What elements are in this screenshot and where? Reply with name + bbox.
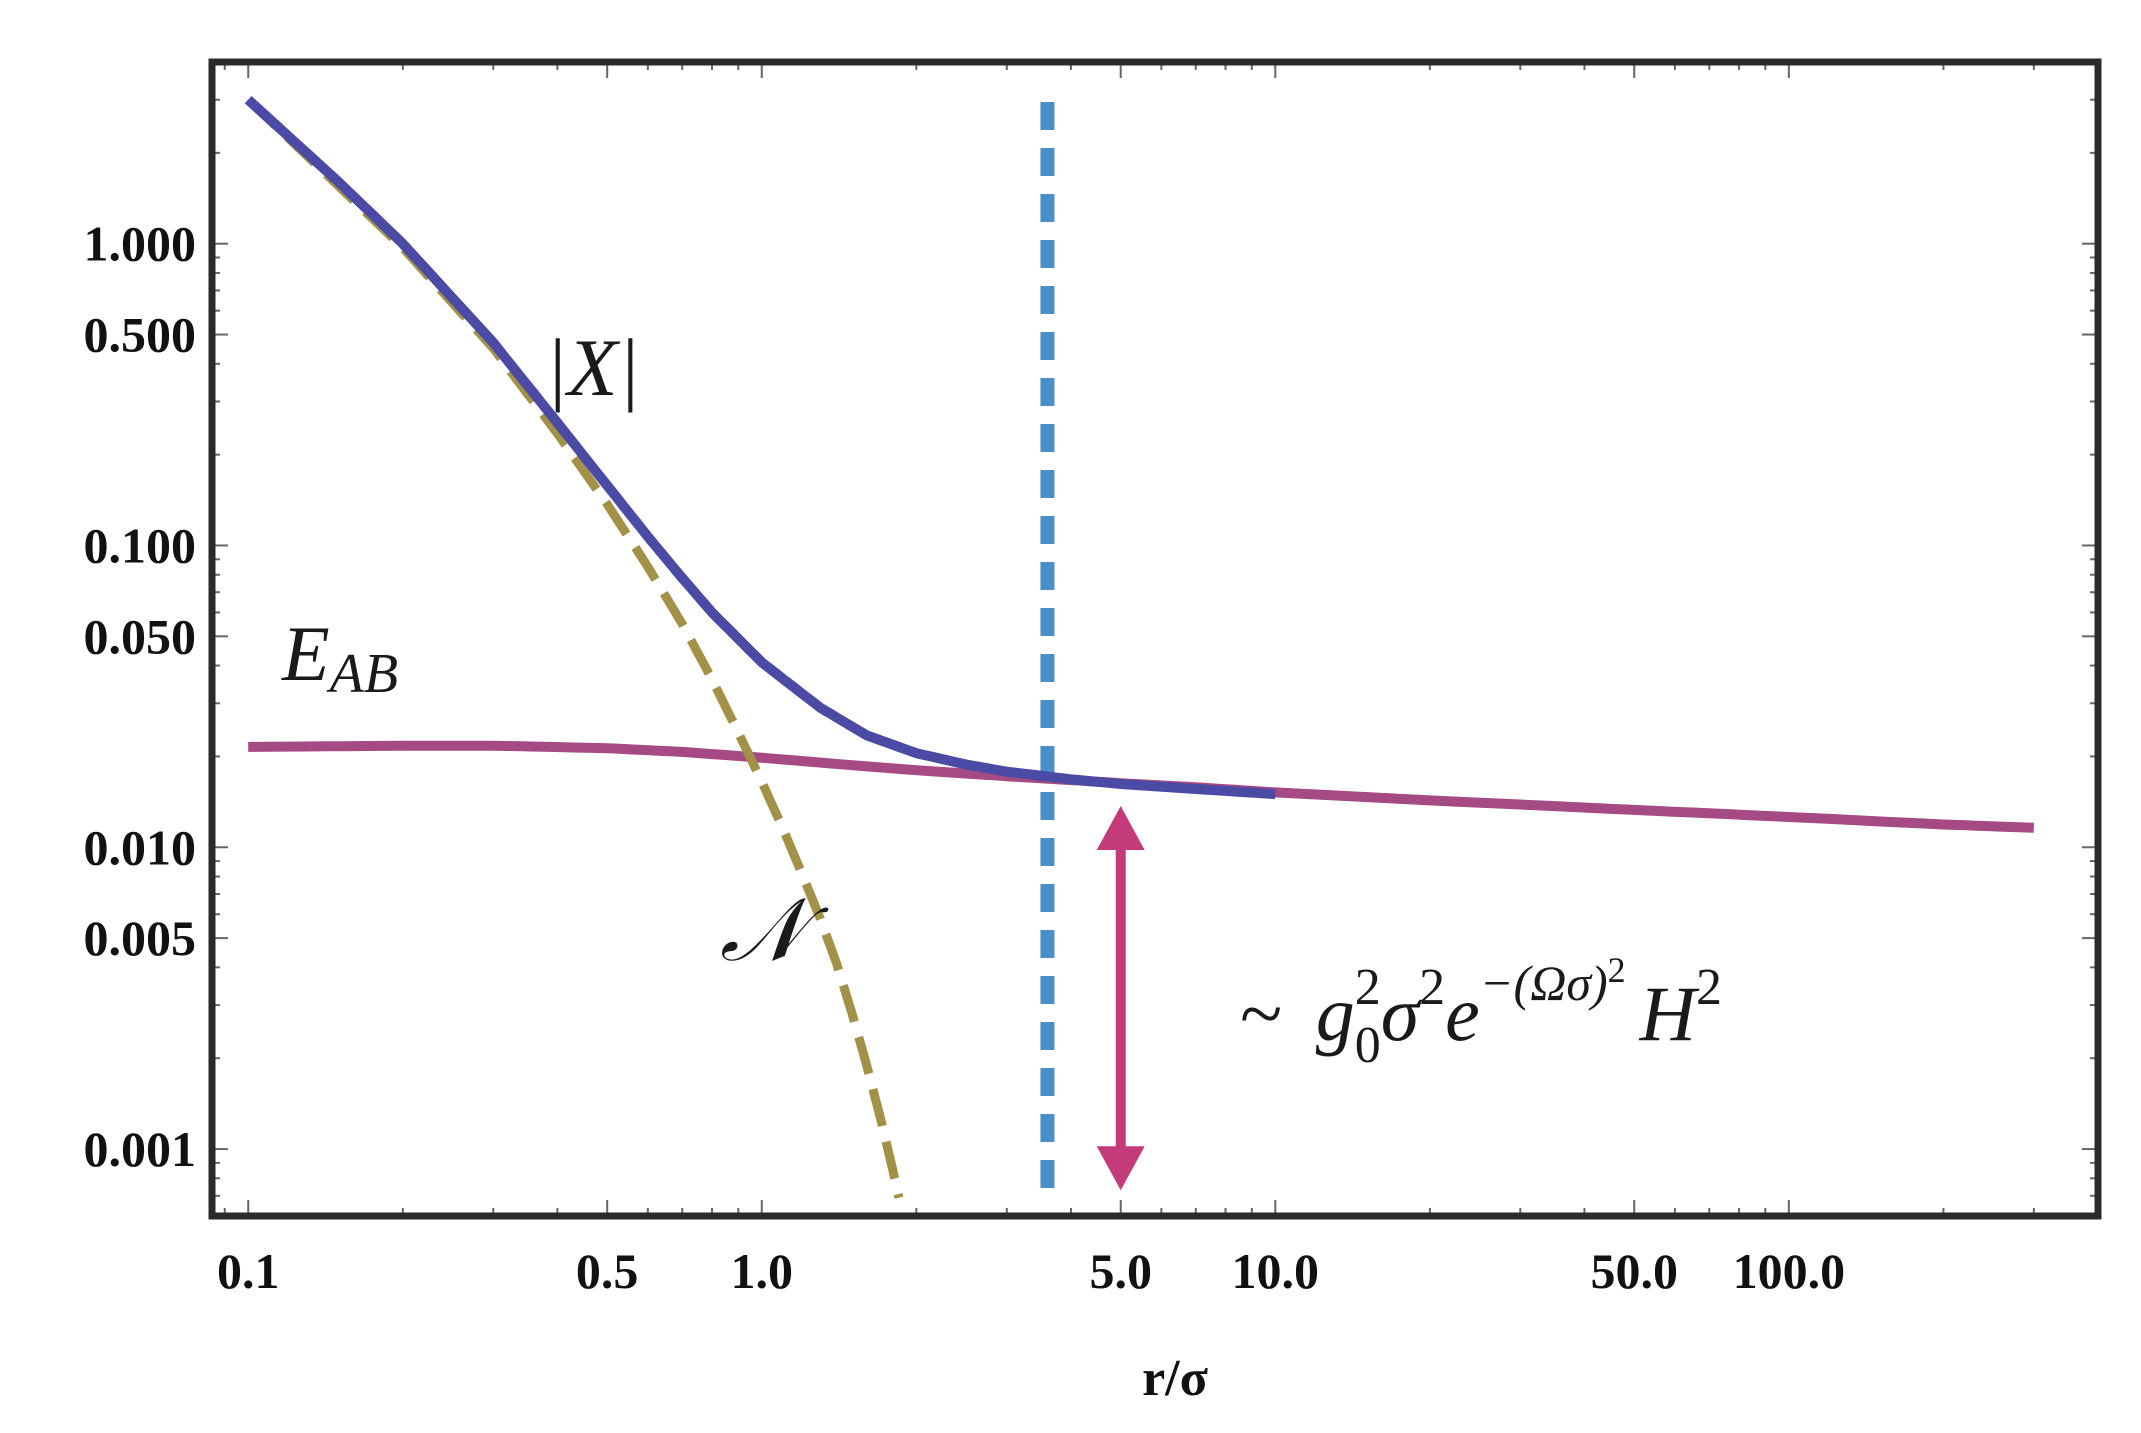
series-line-abs-x xyxy=(244,96,1276,800)
x-tick-label: 1.0 xyxy=(731,1243,794,1299)
eab-sub: AB xyxy=(326,643,398,705)
scaling-g: g xyxy=(1316,970,1355,1057)
x-tick-label: 50.0 xyxy=(1590,1243,1678,1299)
series-group xyxy=(244,96,2034,1199)
series-line-negativity xyxy=(245,96,904,1199)
x-tick-label: 10.0 xyxy=(1232,1243,1320,1299)
y-tick-label: 0.500 xyxy=(84,307,197,363)
annotation-scaling: ~ g2 0σ2e−(Ωσ)2 H2 xyxy=(1240,950,1722,1074)
y-tick-label: 0.001 xyxy=(84,1121,197,1177)
scaling-sigma: σ xyxy=(1381,970,1422,1057)
y-tick-label: 1.000 xyxy=(84,216,197,272)
annotation-eab: EAB xyxy=(281,610,398,705)
eab-main: E xyxy=(281,610,330,697)
tick-labels: 0.1 0.5 1.0 5.0 10.0 50.0 100.0 1.000 0.500 0.100… xyxy=(84,216,1846,1299)
arrow-head-up xyxy=(1096,806,1145,851)
scaling-h: H xyxy=(1639,970,1700,1057)
scaling-sigma-sup: 2 xyxy=(1419,959,1445,1016)
x-tick-label: 0.5 xyxy=(576,1243,639,1299)
scaling-e: e xyxy=(1445,970,1480,1057)
scaling-g-sub: 0 xyxy=(1355,1017,1381,1074)
y-tick-label: 0.010 xyxy=(84,819,197,875)
scaling-e-sup-sup: 2 xyxy=(1608,950,1626,990)
scaling-prefix: ~ xyxy=(1240,970,1282,1057)
x-tick-label: 5.0 xyxy=(1089,1243,1152,1299)
annotation-abs-x: |X| xyxy=(545,322,640,413)
x-tick-label: 0.1 xyxy=(217,1243,280,1299)
y-tick-label: 0.050 xyxy=(84,608,197,664)
x-tick-label: 100.0 xyxy=(1733,1243,1846,1299)
scaling-g-sup: 2 xyxy=(1355,959,1381,1016)
arrow-group xyxy=(1096,806,1145,1191)
x-axis-label: r/σ xyxy=(1142,1350,1208,1407)
y-tick-label: 0.100 xyxy=(84,517,197,573)
scaling-e-sup: −(Ωσ) xyxy=(1480,955,1608,1011)
y-tick-label: 0.005 xyxy=(84,910,197,966)
scaling-h-sup: 2 xyxy=(1696,959,1722,1016)
plot-frame xyxy=(208,58,2102,1220)
arrow-head-down xyxy=(1096,1146,1145,1191)
